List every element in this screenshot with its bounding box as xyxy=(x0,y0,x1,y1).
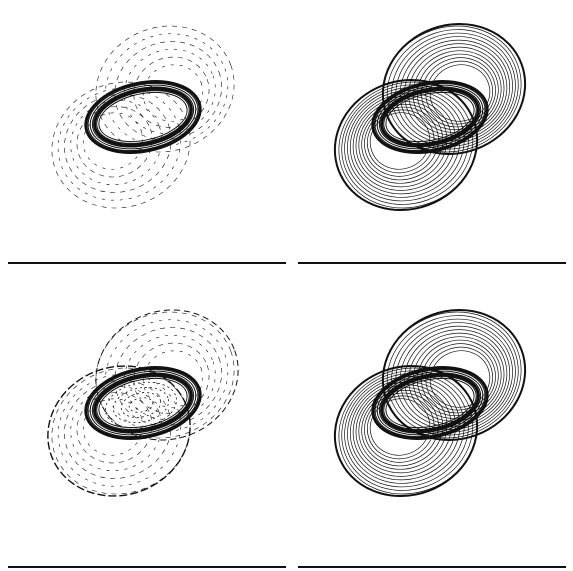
divider-line xyxy=(8,262,286,264)
contour-panel-top-right xyxy=(287,0,573,285)
divider-line xyxy=(298,262,566,264)
inner-contour xyxy=(128,396,154,415)
divider-line xyxy=(8,566,286,568)
contour-plot xyxy=(0,286,286,571)
contour-plot xyxy=(287,286,573,571)
contour-panel-top-left xyxy=(0,0,286,285)
contour-panel-bottom-right xyxy=(287,286,573,571)
contour-panel-bottom-left xyxy=(0,286,286,571)
contour-plot xyxy=(287,0,573,285)
divider-line xyxy=(298,566,566,568)
contour-plot xyxy=(0,0,286,285)
